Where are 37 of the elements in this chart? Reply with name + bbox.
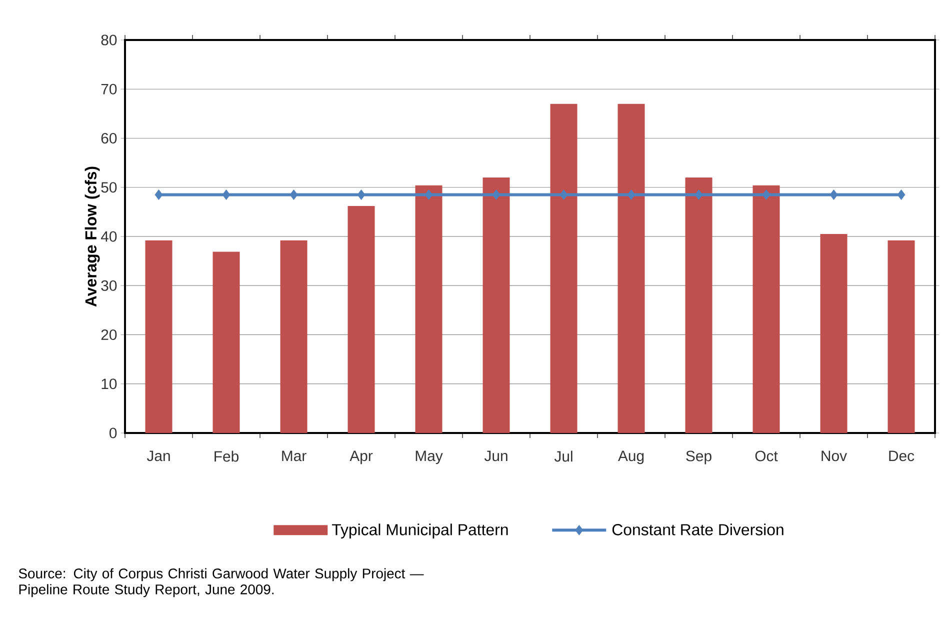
bar: [145, 240, 172, 433]
source-note: Source: City of Corpus Christi Garwood Water Supply Project — Pipeline Route Study Report, June 2009.: [18, 568, 424, 598]
x-tick-label: Jul: [554, 450, 572, 462]
x-tick-label: Aug: [618, 450, 644, 464]
bar: [550, 104, 578, 433]
bar: [280, 240, 308, 433]
y-tick-label: 50: [101, 182, 117, 193]
y-tick-label: 20: [101, 329, 117, 340]
x-tick-label: Mar: [282, 450, 306, 462]
bar: [212, 252, 240, 433]
y-tick-label: 40: [100, 231, 117, 242]
y-tick-label: 30: [101, 280, 117, 291]
bar: [685, 178, 712, 433]
x-tick-label: Jun: [484, 450, 508, 462]
y-tick-label: 10: [102, 378, 117, 390]
y-tick-label: 70: [101, 84, 117, 94]
y-axis-title: Average Flow (cfs): [84, 166, 100, 307]
bar: [348, 206, 375, 433]
bar: [482, 178, 510, 433]
x-tick-label: Apr: [350, 450, 373, 464]
x-tick-label: Dec: [889, 450, 914, 462]
y-tick-label: 80: [101, 34, 117, 46]
bar: [820, 234, 848, 433]
y-tick-label: 0: [110, 428, 117, 438]
y-tick-label: 60: [101, 132, 117, 144]
bar: [752, 185, 780, 433]
x-tick-label: Oct: [755, 450, 778, 462]
bar: [888, 240, 915, 433]
bar: [415, 185, 442, 433]
x-tick-label: Sep: [686, 450, 712, 464]
x-tick-label: May: [416, 450, 443, 464]
x-tick-label: Nov: [822, 450, 847, 462]
x-tick-label: Jan: [146, 450, 170, 462]
legend-label: Constant Rate Diversion: [612, 524, 784, 536]
bar: [618, 104, 645, 433]
legend-label: Typical Municipal Pattern: [332, 524, 508, 538]
x-tick-label: Feb: [214, 450, 239, 462]
